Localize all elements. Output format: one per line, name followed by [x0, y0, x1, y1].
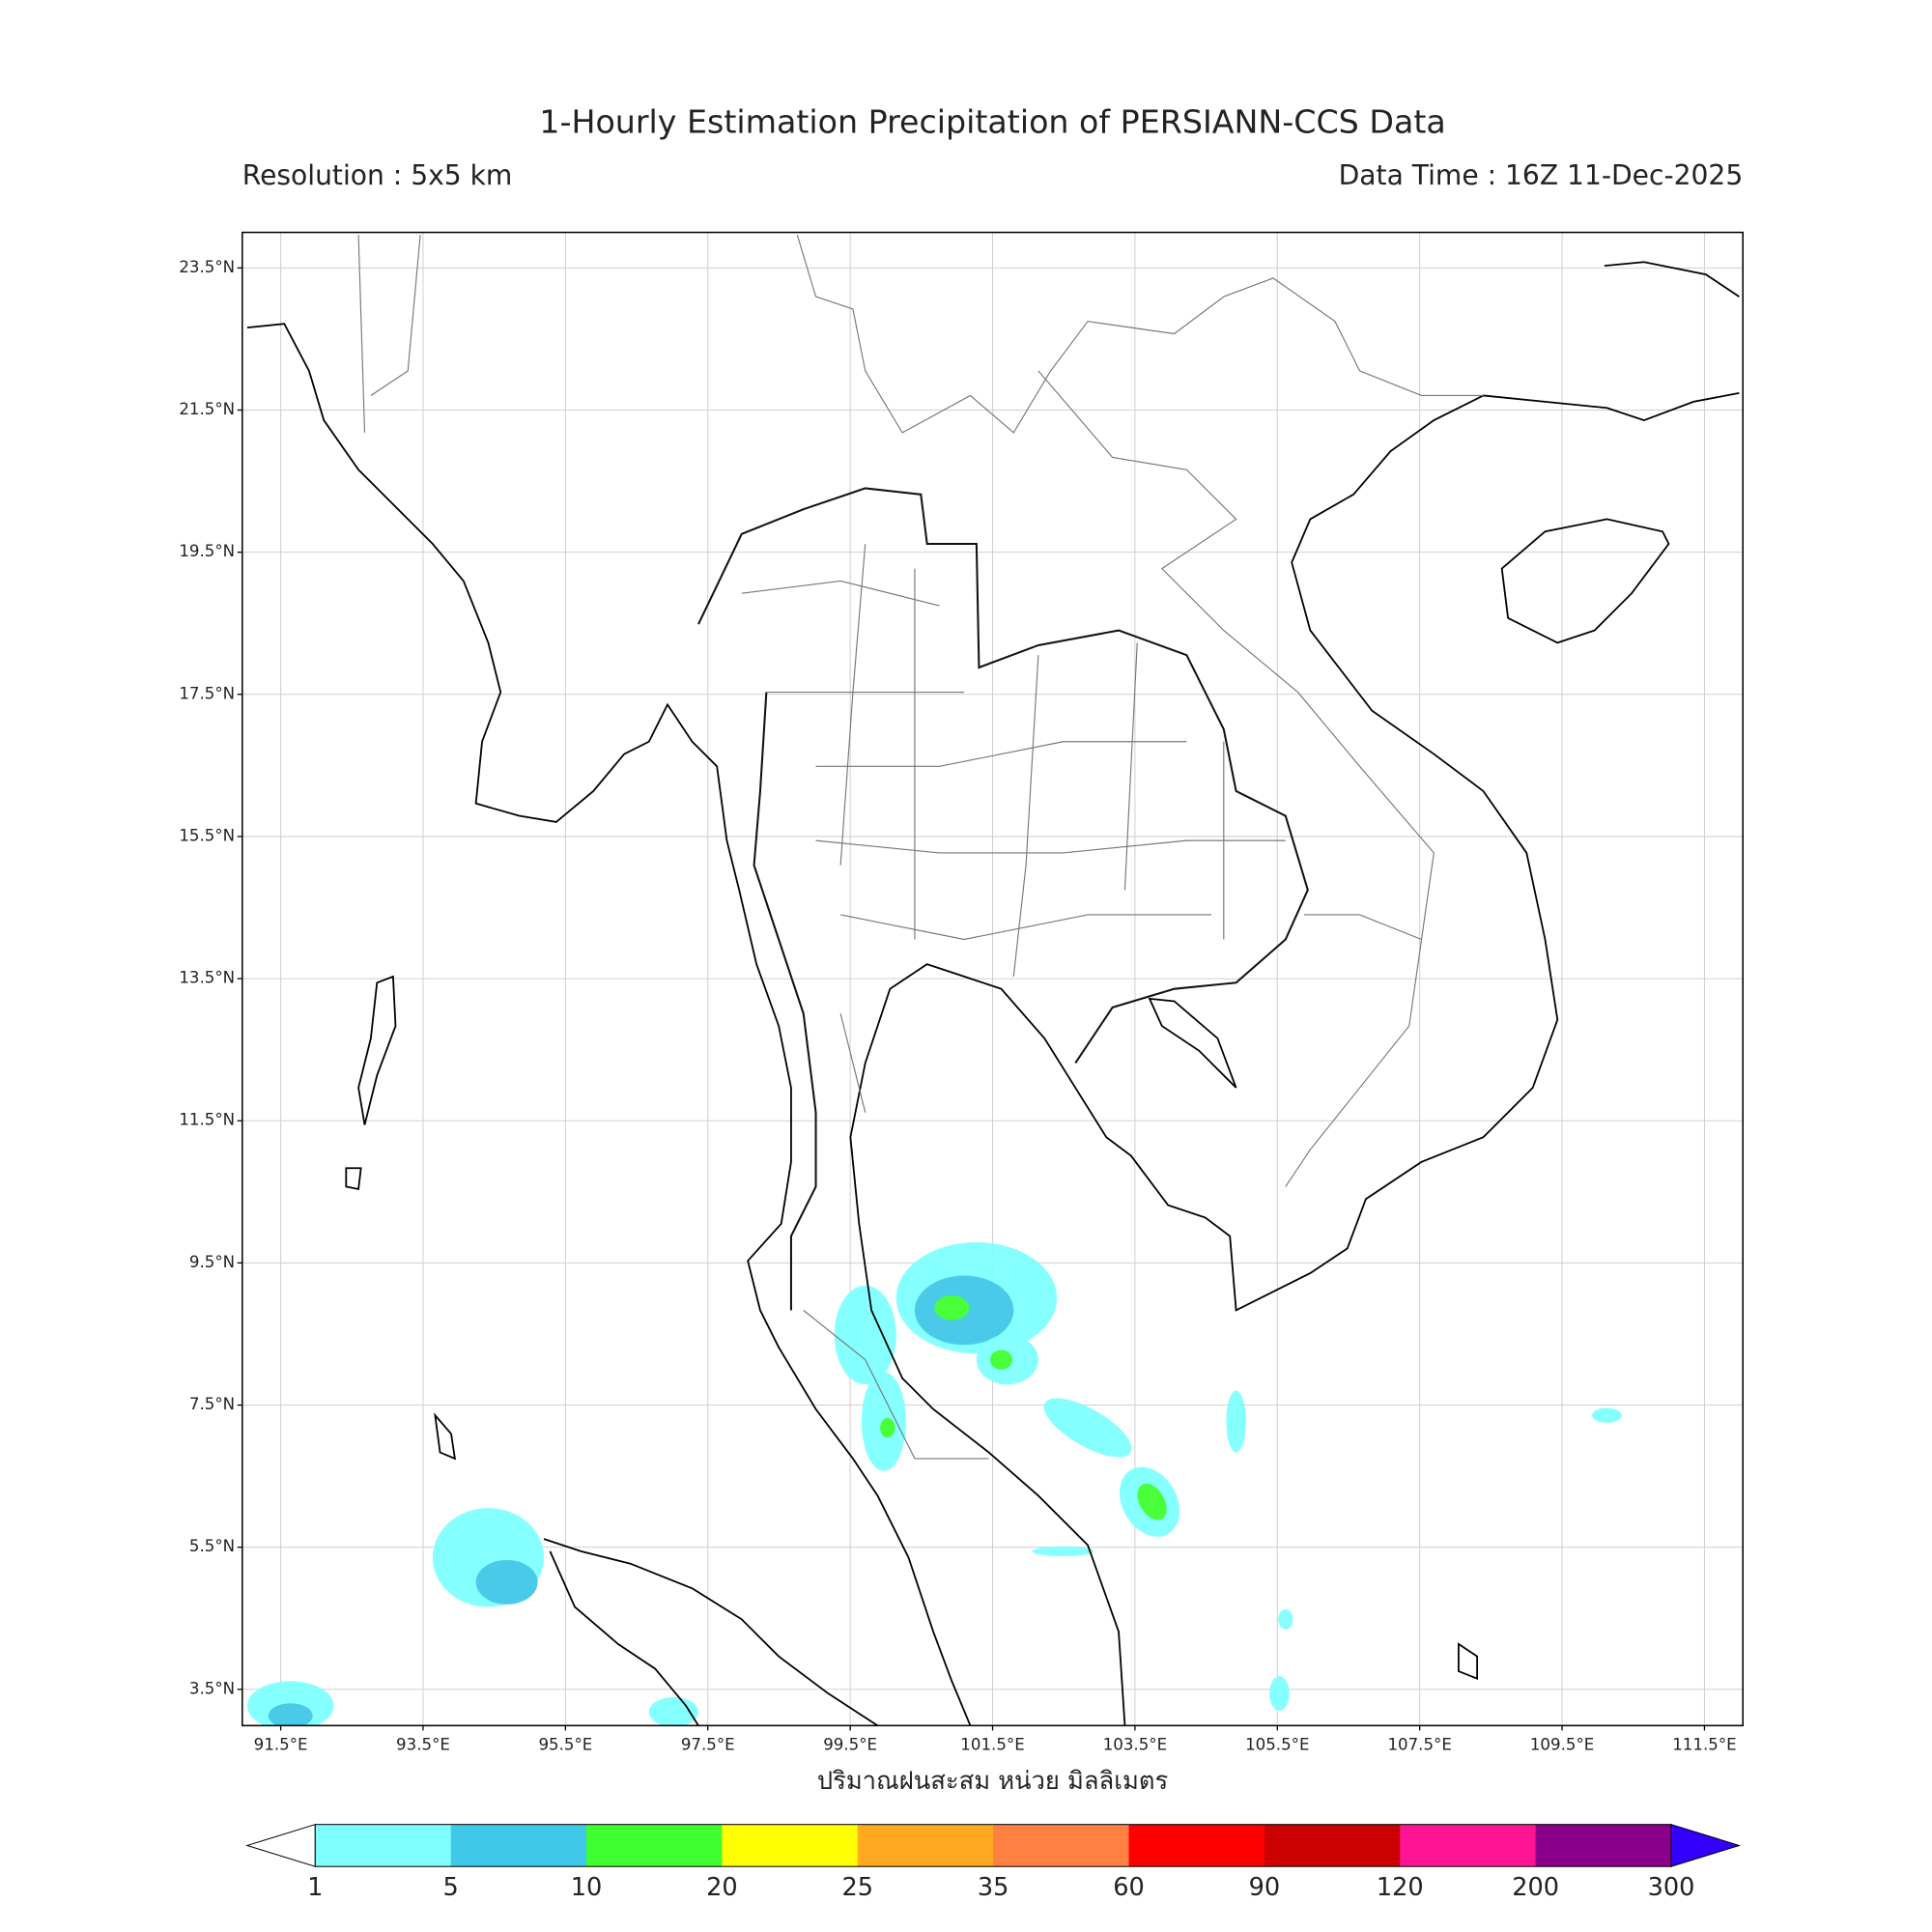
rain-area — [989, 1350, 1012, 1370]
colorbar-segment — [1535, 1824, 1672, 1867]
colorbar: 1 5 10 20 25 35 60 90 120 200 300 — [245, 1823, 1742, 1902]
colorbar-tick-label: 300 — [1648, 1873, 1695, 1902]
y-tick-label: 23.5°N — [179, 258, 235, 276]
colorbar-segment — [450, 1824, 587, 1867]
y-tick-label: 7.5°N — [189, 1395, 235, 1413]
y-tick-label: 21.5°N — [179, 400, 235, 418]
coastline — [246, 323, 972, 1726]
colorbar-tick-label: 25 — [842, 1873, 874, 1902]
x-tick-label: 101.5°E — [960, 1735, 1024, 1753]
x-axis-label: ปริมาณฝนสะสม หน่วย มิลลิเมตร — [817, 1767, 1168, 1796]
colorbar-segment — [993, 1824, 1129, 1867]
colorbar-segment — [722, 1824, 859, 1867]
title: 1-Hourly Estimation Precipitation of PER… — [539, 102, 1445, 140]
rain-area — [1278, 1609, 1293, 1630]
colorbar-tick-label: 60 — [1113, 1873, 1145, 1902]
y-tick-label: 19.5°N — [179, 542, 235, 560]
y-tick-label: 11.5°N — [179, 1111, 235, 1129]
rain-area — [1032, 1546, 1094, 1557]
rain-area — [268, 1703, 313, 1726]
subtitle-left: Resolution : 5x5 km — [242, 159, 513, 191]
rain-area — [1269, 1676, 1290, 1711]
x-tick-label: 95.5°E — [538, 1735, 592, 1753]
y-tick-label: 13.5°N — [179, 969, 235, 987]
colorbar-tick-label: 20 — [706, 1873, 738, 1902]
grid — [242, 232, 1744, 1726]
colorbar-segment — [1128, 1824, 1265, 1867]
figure: 1-Hourly Estimation Precipitation of PER… — [179, 102, 1745, 1902]
colorbar-tick-label: 90 — [1249, 1873, 1281, 1902]
rain-area — [834, 1285, 896, 1385]
y-tick-label: 17.5°N — [179, 684, 235, 702]
subtitle-right: Data Time : 16Z 11-Dec-2025 — [1339, 159, 1744, 191]
colorbar-tick-label: 5 — [443, 1873, 459, 1902]
colorbar-over — [1670, 1823, 1742, 1867]
colorbar-tick-label: 35 — [978, 1873, 1009, 1902]
x-tick-label: 91.5°E — [254, 1735, 308, 1753]
colorbar-segment — [1400, 1824, 1537, 1867]
colorbar-tick-label: 10 — [571, 1873, 603, 1902]
rain-area — [475, 1559, 538, 1605]
rain-area — [1137, 1483, 1167, 1520]
colorbar-segment — [586, 1824, 723, 1867]
coastline — [1500, 518, 1670, 644]
y-tick-label: 15.5°N — [179, 826, 235, 844]
y-tick-label: 3.5°N — [189, 1679, 235, 1697]
colorbar-outline — [314, 1824, 1672, 1867]
x-tick-label: 107.5°E — [1387, 1735, 1451, 1753]
rain-area — [1226, 1390, 1246, 1453]
coastline — [849, 392, 1740, 1726]
x-tick-label: 111.5°E — [1672, 1735, 1736, 1753]
x-tick-label: 103.5°E — [1103, 1735, 1167, 1753]
colorbar-segment — [1264, 1824, 1401, 1867]
x-tick-label: 105.5°E — [1245, 1735, 1309, 1753]
colorbar-tick-label: 1 — [307, 1873, 323, 1902]
rain-area — [1043, 1398, 1132, 1458]
colorbar-segment — [857, 1824, 994, 1867]
colorbar-tick-label: 200 — [1512, 1873, 1559, 1902]
coastline — [1604, 261, 1740, 298]
rain-area — [934, 1295, 970, 1321]
colorbar-tick-label: 120 — [1377, 1873, 1424, 1902]
thailand-border — [697, 487, 1309, 1311]
province-lines — [741, 543, 1286, 1460]
rain-area — [1592, 1407, 1622, 1423]
rain-area — [880, 1417, 895, 1438]
colorbar-under — [245, 1823, 316, 1867]
y-tick-label: 5.5°N — [189, 1537, 235, 1555]
rain-field — [246, 1241, 1622, 1726]
colorbar-segment — [315, 1824, 452, 1867]
x-tick-label: 99.5°E — [823, 1735, 877, 1753]
y-tick-label: 9.5°N — [189, 1253, 235, 1271]
country-border — [357, 234, 1484, 1187]
coastline — [345, 975, 1479, 1681]
x-tick-label: 93.5°E — [396, 1735, 450, 1753]
x-tick-label: 97.5°E — [681, 1735, 735, 1753]
coastline — [543, 1538, 879, 1726]
x-tick-label: 109.5°E — [1530, 1735, 1594, 1753]
map-area — [246, 234, 1740, 1726]
rain-area — [648, 1696, 698, 1726]
